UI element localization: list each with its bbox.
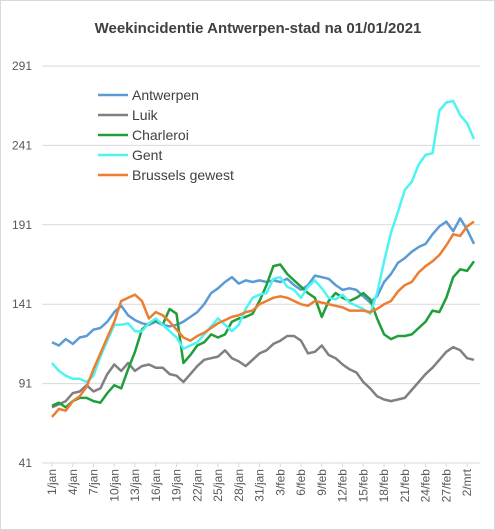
y-tick-label: 291 (12, 59, 32, 73)
x-tick-label: 7/jan (87, 469, 101, 495)
x-tick-label: 10/jan (107, 469, 121, 502)
x-tick-label: 9/feb (315, 469, 329, 496)
series-line (51, 99, 476, 384)
x-tick-label: 24/feb (419, 469, 433, 503)
series-line (51, 220, 475, 418)
y-tick-label: 191 (12, 218, 32, 232)
x-tick-label: 13/jan (128, 469, 142, 502)
x-tick-label: 15/feb (356, 469, 370, 503)
y-tick-label: 91 (19, 377, 33, 391)
legend-label: Brussels gewest (132, 167, 234, 183)
x-tick-label: 6/feb (294, 469, 308, 496)
legend-label: Gent (132, 147, 162, 163)
series-line (51, 334, 475, 409)
legend-label: Luik (132, 107, 159, 123)
x-tick-label: 22/jan (190, 469, 204, 502)
legend-label: Antwerpen (132, 87, 199, 103)
x-tick-label: 2/mrt (460, 468, 474, 496)
series-line (51, 217, 476, 347)
x-tick-label: 28/jan (232, 469, 246, 502)
x-tick-label: 4/jan (66, 469, 80, 495)
y-tick-label: 241 (12, 138, 32, 152)
legend-label: Charleroi (132, 127, 189, 143)
x-tick-label: 19/jan (170, 469, 184, 502)
x-tick-label: 1/jan (45, 469, 59, 495)
x-tick-label: 27/feb (439, 469, 453, 503)
x-tick-label: 31/jan (253, 469, 267, 502)
y-tick-label: 141 (12, 297, 32, 311)
x-tick-label: 12/feb (336, 469, 350, 503)
x-tick-label: 21/feb (398, 469, 412, 503)
x-tick-label: 16/jan (149, 469, 163, 502)
chart-title: Weekincidentie Antwerpen-stad na 01/01/2… (95, 20, 422, 37)
x-tick-label: 3/feb (273, 469, 287, 496)
y-tick-label: 41 (19, 456, 33, 470)
x-tick-label: 25/jan (211, 469, 225, 502)
x-tick-label: 18/feb (377, 469, 391, 503)
